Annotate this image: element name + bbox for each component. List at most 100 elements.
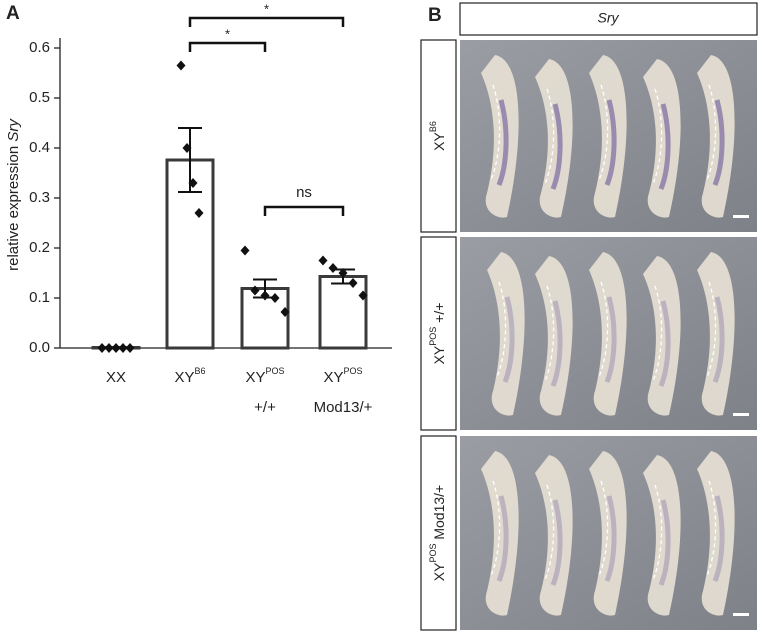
data-point (240, 245, 250, 256)
row-label-base: XY (431, 132, 447, 151)
outline-dash (496, 281, 507, 378)
gonad-stain (604, 296, 617, 383)
scale-bar (733, 413, 749, 416)
significance-label: ns (296, 184, 312, 201)
y-label-italic: Sry (5, 118, 22, 142)
x-tick-label: XYPOS (323, 366, 362, 386)
scale-bar (733, 215, 749, 218)
outline-dash (598, 281, 609, 378)
y-axis-label: relative expression Sry (5, 118, 22, 271)
y-tick-label: 0.3 (29, 189, 50, 206)
row-label-superscript: B6 (428, 121, 438, 132)
category-label: XY (323, 369, 343, 386)
gonad-stain (604, 495, 617, 582)
gonad-stain (658, 103, 671, 190)
data-point (250, 285, 260, 296)
row-label-base: XY (431, 562, 447, 581)
significance-bracket (188, 41, 267, 52)
data-point (280, 307, 290, 317)
x-tick-subline: +/+ (254, 399, 276, 416)
y-tick-label: 0.2 (29, 239, 50, 256)
outline-dash (598, 84, 609, 181)
outline-dash (706, 480, 717, 577)
outline-dash (490, 480, 501, 577)
data-point (194, 208, 204, 218)
gonad-stain (658, 300, 671, 387)
gonad-stain (712, 99, 725, 186)
category-superscript: POS (266, 366, 285, 376)
significance-label: * (225, 26, 230, 41)
data-point (318, 255, 328, 266)
data-point (118, 343, 128, 353)
row-label-superscript: POS (428, 544, 438, 563)
outline-dash (544, 285, 555, 382)
outline-dash (652, 285, 663, 382)
data-point (188, 178, 198, 188)
significance-label: * (264, 1, 269, 16)
row-label: XYPOS Mod13/+ (428, 485, 446, 581)
data-point (97, 343, 107, 353)
y-tick-label: 0.4 (29, 139, 50, 156)
data-point (358, 290, 368, 301)
gonad-stain (712, 495, 725, 582)
panel-letter: B (428, 5, 442, 26)
outline-dash (706, 84, 717, 181)
outline-dash (706, 281, 717, 378)
y-tick-label: 0.1 (29, 289, 50, 306)
category-label: XY (245, 369, 265, 386)
y-tick-label: 0.0 (29, 339, 50, 356)
y-tick-label: 0.5 (29, 89, 50, 106)
category-superscript: POS (344, 366, 363, 376)
significance-bracket (263, 205, 345, 216)
row-label-suffix: +/+ (431, 303, 447, 327)
row-label-base: XY (431, 345, 447, 364)
gonad-stain (550, 300, 563, 387)
gonad-stain (712, 296, 725, 383)
x-tick-subline: Mod13/+ (314, 399, 373, 416)
row-label-box (420, 435, 457, 631)
data-point (111, 343, 121, 353)
row-label-box (420, 39, 457, 233)
error-bar (178, 127, 202, 193)
outline-dash (598, 480, 609, 577)
y-tick-label: 0.6 (29, 39, 50, 56)
scale-bar (733, 613, 749, 616)
row-label-suffix: Mod13/+ (431, 485, 447, 544)
bar (318, 275, 368, 350)
x-tick-label: XYPOS (245, 366, 284, 386)
data-point (182, 143, 192, 153)
data-point (348, 278, 358, 288)
significance-bracket (188, 16, 345, 27)
x-tick-label: XX (106, 369, 126, 386)
row-label: XYPOS +/+ (428, 303, 446, 365)
category-label: XY (174, 369, 194, 386)
gonad-stain (502, 296, 515, 383)
data-point (104, 343, 114, 353)
outline-dash (544, 484, 555, 581)
outline-dash (652, 484, 663, 581)
data-point (270, 293, 280, 303)
outline-dash (544, 88, 555, 185)
gonad-stain (550, 103, 563, 190)
data-point (125, 343, 135, 353)
y-label-text: relative expression (5, 142, 22, 271)
header-label: Sry (598, 10, 620, 26)
gonad-stain (496, 495, 509, 582)
panel-letter: A (6, 3, 20, 24)
category-label: XX (106, 369, 126, 386)
outline-dash (490, 84, 501, 181)
row-label: XYB6 (428, 121, 446, 151)
gonad-stain (496, 99, 509, 186)
data-point (176, 60, 186, 71)
gonad-stain (604, 99, 617, 186)
data-point (260, 290, 270, 301)
row-label-box (420, 236, 457, 431)
data-point (328, 263, 338, 273)
data-point (338, 268, 348, 278)
row-label-superscript: POS (428, 327, 438, 346)
category-superscript: B6 (195, 366, 206, 376)
header-box (459, 2, 758, 36)
gonad-stain (658, 499, 671, 586)
